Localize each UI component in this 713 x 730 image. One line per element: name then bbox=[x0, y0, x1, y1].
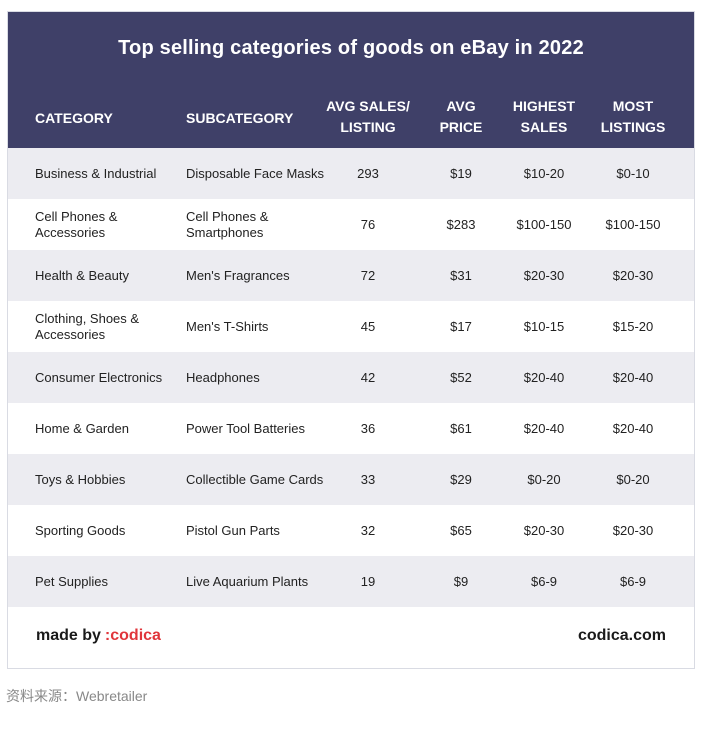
cell-highest-sales: $6-9 bbox=[530, 573, 558, 589]
footer: made by:codica codica.com bbox=[8, 607, 694, 669]
cell-category: Toys & Hobbies bbox=[35, 471, 126, 487]
cell-avg-price: $29 bbox=[450, 471, 472, 487]
cell-category: Pet Supplies bbox=[35, 573, 108, 589]
column-header-highest-sales: HIGHEST SALES bbox=[512, 98, 576, 135]
table-title: Top selling categories of goods on eBay … bbox=[118, 37, 584, 59]
cell-category: Home & Garden bbox=[35, 420, 129, 436]
table-row: Toys & Hobbies Collectible Game Cards 33 $2… bbox=[8, 454, 694, 505]
cell-highest-sales: $100-150 bbox=[516, 216, 572, 232]
cell-avg-sales: 32 bbox=[360, 522, 376, 538]
cell-category: Health & Beauty bbox=[35, 267, 129, 283]
cell-most-listings: $15-20 bbox=[612, 318, 654, 334]
site-link[interactable]: codica.com bbox=[577, 627, 666, 644]
cell-category: Consumer Electronics bbox=[35, 369, 163, 385]
cell-subcategory: Headphones bbox=[186, 369, 260, 385]
cell-subcategory: Disposable Face Masks bbox=[186, 165, 324, 181]
cell-most-listings: $6-9 bbox=[619, 573, 647, 589]
cell-avg-price: $19 bbox=[450, 165, 472, 181]
cell-highest-sales: $10-20 bbox=[523, 165, 565, 181]
table-row: Clothing, Shoes & Accessories Men's T-Shi… bbox=[8, 301, 694, 352]
cell-avg-price: $31 bbox=[450, 267, 472, 283]
cell-avg-price: $9 bbox=[453, 573, 469, 589]
cell-highest-sales: $10-15 bbox=[523, 318, 565, 334]
cell-subcategory: Men's Fragrances bbox=[186, 267, 290, 283]
cell-avg-sales: 19 bbox=[360, 573, 376, 589]
cell-category: Clothing, Shoes & Accessories bbox=[35, 310, 140, 342]
cell-most-listings: $20-30 bbox=[612, 522, 654, 538]
cell-most-listings: $20-40 bbox=[612, 420, 654, 436]
table-row: Cell Phones & Accessories Cell Phones & S… bbox=[8, 199, 694, 250]
source-note: 资料来源：Webretailer bbox=[6, 688, 148, 704]
cell-highest-sales: $20-30 bbox=[523, 267, 565, 283]
cell-avg-price: $52 bbox=[450, 369, 472, 385]
cell-most-listings: $0-20 bbox=[616, 471, 650, 487]
cell-highest-sales: $20-40 bbox=[523, 369, 565, 385]
cell-avg-sales: 72 bbox=[360, 267, 376, 283]
column-header-most-listings: MOST LISTINGS bbox=[600, 98, 666, 135]
cell-highest-sales: $20-40 bbox=[523, 420, 565, 436]
column-header-subcategory: SUBCATEGORY bbox=[186, 110, 294, 126]
cell-avg-sales: 293 bbox=[357, 165, 379, 181]
cell-most-listings: $20-30 bbox=[612, 267, 654, 283]
cell-subcategory: Men's T-Shirts bbox=[186, 318, 269, 334]
cell-highest-sales: $0-20 bbox=[527, 471, 561, 487]
cell-category: Cell Phones & Accessories bbox=[35, 208, 118, 240]
cell-avg-price: $61 bbox=[450, 420, 472, 436]
column-header-category: CATEGORY bbox=[35, 110, 113, 126]
made-by-label: made by:codica bbox=[36, 627, 161, 645]
cell-avg-price: $65 bbox=[450, 522, 472, 538]
cell-subcategory: Live Aquarium Plants bbox=[186, 573, 309, 589]
cell-avg-price: $17 bbox=[450, 318, 472, 334]
cell-subcategory: Collectible Game Cards bbox=[186, 471, 324, 487]
cell-avg-sales: 33 bbox=[360, 471, 376, 487]
column-header-avg-price: AVG PRICE bbox=[439, 98, 483, 135]
cell-category: Sporting Goods bbox=[35, 522, 126, 538]
table-row: Sporting Goods Pistol Gun Parts 32 $65 $20-3… bbox=[8, 505, 694, 556]
cell-most-listings: $0-10 bbox=[616, 165, 650, 181]
table-row: Pet Supplies Live Aquarium Plants 19 $9 $6-9… bbox=[8, 556, 694, 607]
cell-category: Business & Industrial bbox=[35, 165, 157, 181]
table-card: Top selling categories of goods on eBay … bbox=[7, 11, 695, 669]
cell-subcategory: Cell Phones & Smartphones bbox=[186, 208, 269, 240]
cell-highest-sales: $20-30 bbox=[523, 522, 565, 538]
cell-most-listings: $100-150 bbox=[605, 216, 661, 232]
cell-avg-sales: 42 bbox=[360, 369, 376, 385]
cell-subcategory: Pistol Gun Parts bbox=[186, 522, 280, 538]
column-header-avg-sales: AVG SALES/ LISTING bbox=[326, 98, 410, 135]
table-row: Consumer Electronics Headphones 42 $52 $20-4… bbox=[8, 352, 694, 403]
codica-logo: :codica bbox=[104, 627, 161, 644]
table-header: Top selling categories of goods on eBay … bbox=[8, 12, 694, 148]
cell-avg-sales: 36 bbox=[360, 420, 376, 436]
table-row: Home & Garden Power Tool Batteries 36 $61 $2… bbox=[8, 403, 694, 454]
table-row: Health & Beauty Men's Fragrances 72 $31 $20-… bbox=[8, 250, 694, 301]
cell-most-listings: $20-40 bbox=[612, 369, 654, 385]
cell-avg-sales: 76 bbox=[360, 216, 376, 232]
cell-subcategory: Power Tool Batteries bbox=[186, 420, 305, 436]
table-row: Business & Industrial Disposable Face Mas… bbox=[8, 148, 694, 199]
made-by-text: made by bbox=[36, 627, 101, 644]
cell-avg-price: $283 bbox=[446, 216, 476, 232]
cell-avg-sales: 45 bbox=[360, 318, 376, 334]
